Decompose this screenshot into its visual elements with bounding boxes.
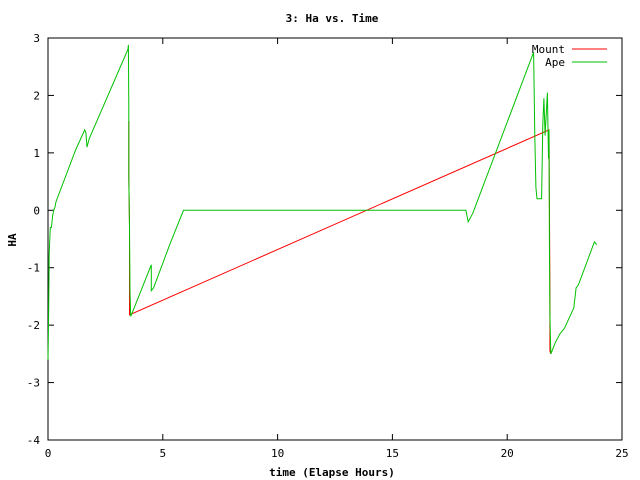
x-tick-label: 5	[159, 447, 166, 460]
plot-frame	[47, 37, 623, 441]
y-tick-label: 0	[33, 204, 40, 217]
legend-label-ape: Ape	[545, 56, 565, 69]
x-tick-label: 25	[615, 447, 628, 460]
y-tick-label: 1	[33, 147, 40, 160]
legend-label-mount: Mount	[532, 43, 565, 56]
axis-ticks: 0 5 10 15 20 25 -4 -3 -2 -1 0 1 2 3	[27, 32, 629, 460]
series-line-mount	[128, 121, 552, 355]
series-layer	[47, 44, 598, 360]
y-tick-label: -2	[27, 319, 40, 332]
y-tick-label: 3	[33, 32, 40, 45]
y-tick-label: -4	[27, 434, 41, 447]
chart-title: 3: Ha vs. Time	[286, 12, 379, 25]
y-tick-label: -1	[27, 262, 40, 275]
x-axis-title: time (Elapse Hours)	[269, 466, 395, 479]
y-tick-label: 2	[33, 89, 40, 102]
x-tick-label: 0	[45, 447, 52, 460]
x-tick-label: 10	[271, 447, 284, 460]
y-axis-title: HA	[6, 233, 19, 247]
y-tick-label: -3	[27, 377, 40, 390]
x-tick-label: 15	[386, 447, 399, 460]
series-line-ape	[47, 44, 598, 360]
x-tick-label: 20	[501, 447, 514, 460]
